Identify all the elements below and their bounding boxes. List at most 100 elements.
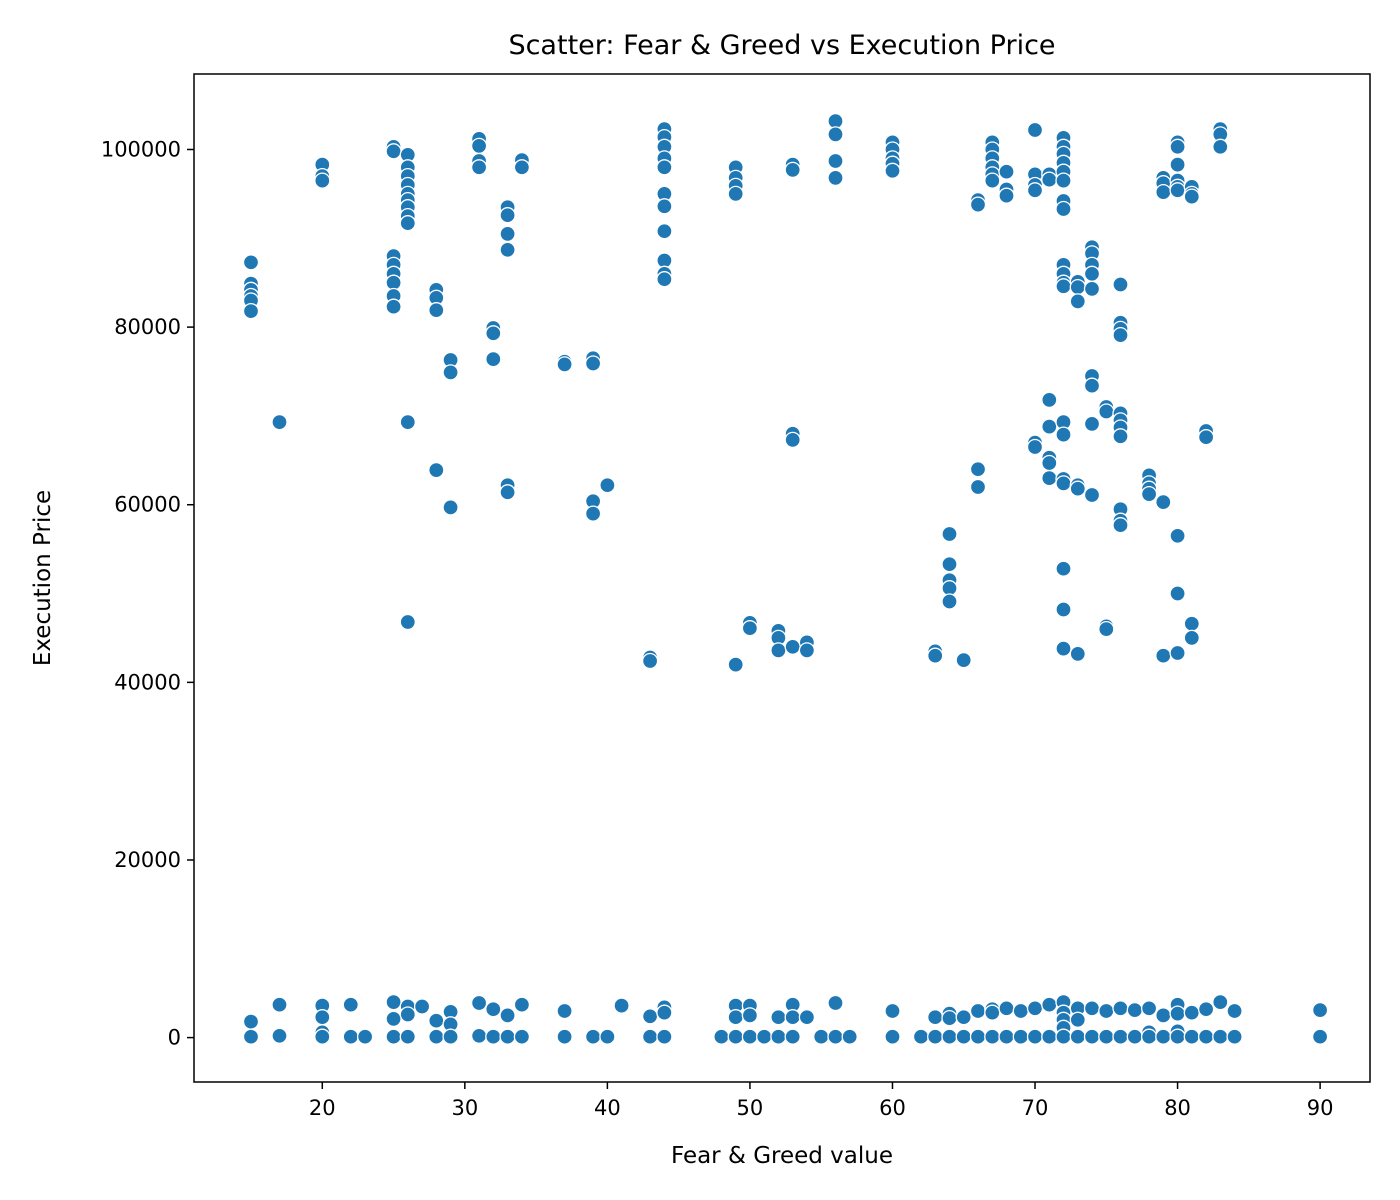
scatter-point xyxy=(499,1028,516,1045)
scatter-point xyxy=(314,1028,331,1045)
scatter-point xyxy=(1069,293,1086,310)
scatter-point xyxy=(1041,391,1058,409)
scatter-point xyxy=(1041,454,1058,472)
scatter-point xyxy=(470,137,488,155)
scatter-point xyxy=(1055,200,1072,218)
scatter-point xyxy=(955,1028,972,1045)
x-tick-label: 40 xyxy=(594,1096,621,1120)
scatter-point xyxy=(656,271,673,288)
scatter-point xyxy=(1041,1028,1058,1045)
scatter-point xyxy=(1169,1028,1186,1045)
scatter-point xyxy=(1055,640,1072,657)
scatter-point xyxy=(884,1002,901,1020)
scatter-point xyxy=(1140,485,1158,503)
scatter-point xyxy=(499,225,516,243)
scatter-point xyxy=(1055,560,1072,577)
scatter-point xyxy=(1055,278,1072,295)
scatter-point xyxy=(399,413,416,431)
scatter-point xyxy=(271,413,288,431)
scatter-point xyxy=(1155,493,1172,511)
y-tick-label: 40000 xyxy=(114,670,181,694)
scatter-point xyxy=(385,143,402,160)
scatter-point xyxy=(1026,1028,1044,1045)
scatter-point xyxy=(884,162,901,179)
scatter-point xyxy=(485,1001,502,1018)
scatter-point xyxy=(1098,620,1115,638)
scatter-point xyxy=(770,1028,787,1045)
scatter-point xyxy=(1226,1028,1243,1045)
scatter-point xyxy=(1155,1028,1172,1045)
scatter-point xyxy=(1169,182,1186,199)
scatter-point xyxy=(1083,1000,1101,1017)
scatter-point xyxy=(1155,183,1172,201)
scatter-point xyxy=(784,1028,801,1045)
scatter-point xyxy=(1183,1004,1200,1021)
scatter-point xyxy=(1311,1001,1329,1019)
scatter-point xyxy=(969,461,987,478)
scatter-point xyxy=(1083,1028,1101,1045)
scatter-point xyxy=(584,505,602,522)
scatter-point xyxy=(941,556,958,573)
scatter-point xyxy=(399,1006,416,1023)
scatter-point xyxy=(499,484,516,501)
scatter-point xyxy=(342,1028,359,1045)
scatter-point xyxy=(613,997,630,1014)
scatter-point xyxy=(1183,1028,1200,1045)
scatter-point xyxy=(1169,156,1186,173)
scatter-point xyxy=(955,651,972,669)
scatter-point xyxy=(1212,1028,1229,1045)
scatter-point xyxy=(955,1009,972,1026)
scatter-point xyxy=(827,994,844,1012)
y-axis-label: Execution Price xyxy=(30,490,56,666)
scatter-point xyxy=(599,1028,616,1045)
scatter-point xyxy=(841,1028,858,1045)
scatter-point xyxy=(927,1009,944,1026)
scatter-point xyxy=(385,298,402,315)
scatter-point xyxy=(485,1028,502,1045)
scatter-point xyxy=(556,356,573,373)
scatter-point xyxy=(798,1009,816,1026)
scatter-point xyxy=(1012,1028,1029,1045)
scatter-point xyxy=(1169,527,1186,544)
x-tick-label: 70 xyxy=(1022,1096,1049,1120)
y-tick-label: 80000 xyxy=(114,315,181,339)
scatter-point xyxy=(1026,438,1044,456)
scatter-point xyxy=(884,1028,901,1045)
scatter-point xyxy=(756,1028,773,1045)
scatter-point xyxy=(584,355,602,372)
x-tick-label: 90 xyxy=(1307,1096,1334,1120)
scatter-point xyxy=(1112,428,1129,445)
scatter-point xyxy=(513,996,531,1013)
scatter-point xyxy=(1098,1002,1115,1020)
scatter-point xyxy=(1197,1001,1215,1018)
scatter-point xyxy=(442,499,459,516)
x-tick-label: 60 xyxy=(879,1096,906,1120)
axes-layer: 20 30 40 50 60 70 80 90 0 20000 40000 60000 80000 100… xyxy=(101,137,1334,1120)
x-tick-label: 50 xyxy=(737,1096,764,1120)
scatter-point xyxy=(969,1028,987,1045)
scatter-point xyxy=(1169,585,1186,602)
scatter-point xyxy=(1026,121,1044,139)
scatter-point xyxy=(784,431,801,449)
scatter-point xyxy=(941,1028,958,1045)
scatter-point xyxy=(271,996,288,1013)
scatter-point xyxy=(1069,1028,1086,1045)
scatter-point xyxy=(1055,1028,1072,1045)
scatter-point xyxy=(656,159,673,176)
scatter-point xyxy=(1041,469,1058,487)
scatter-point xyxy=(470,1027,488,1044)
scatter-point xyxy=(428,1012,445,1029)
scatter-point xyxy=(1197,1028,1215,1045)
scatter-point xyxy=(827,152,844,170)
scatter-point xyxy=(1126,1001,1143,1019)
scatter-point xyxy=(499,1007,516,1024)
scatter-point xyxy=(1155,1007,1172,1024)
scatter-point xyxy=(1083,377,1101,394)
scatter-point xyxy=(1098,1028,1115,1045)
scatter-point xyxy=(1069,480,1086,497)
scatter-point xyxy=(428,302,445,319)
scatter-point xyxy=(314,172,331,189)
scatter-point xyxy=(784,638,801,655)
scatter-point xyxy=(399,1028,416,1045)
